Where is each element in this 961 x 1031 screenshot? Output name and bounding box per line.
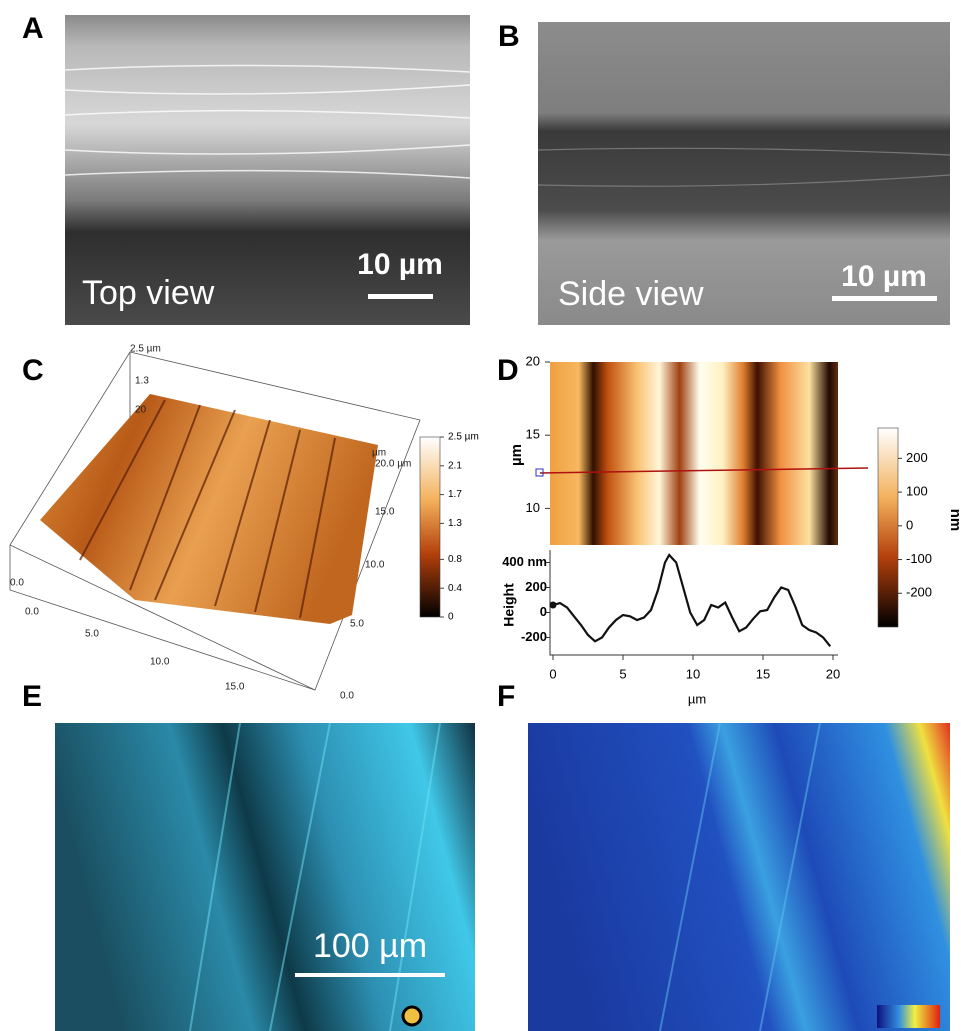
y-tick-label: 0 xyxy=(540,604,547,619)
x-label: 10.0 xyxy=(150,657,170,668)
profile-start xyxy=(550,602,557,609)
microscopy-image xyxy=(55,723,475,1031)
colorbar-tick-label: 2.1 xyxy=(448,460,462,471)
height-map xyxy=(550,362,838,545)
colorbar xyxy=(877,1005,940,1028)
y-tick-label: 200 xyxy=(525,579,547,594)
x-tick-label: 0 xyxy=(549,666,556,681)
panel-label: E xyxy=(22,680,42,713)
x-tick-label: 20 xyxy=(826,666,840,681)
colorbar-tick-label: 100 xyxy=(906,484,928,499)
panel-label: C xyxy=(22,354,44,387)
colorbar-tick-label: 0.4 xyxy=(448,583,462,594)
colorbar-tick-label: -200 xyxy=(906,585,932,600)
x-label: 5.0 xyxy=(85,629,99,640)
z-label: 20 xyxy=(135,405,147,416)
scale-bar-label: 10 µm xyxy=(357,248,443,281)
x-tick-label: 15 xyxy=(756,666,770,681)
panel-label: A xyxy=(22,12,44,45)
scale-bar xyxy=(832,296,937,301)
profile-chart: 0 5 10 15 20 400 nm 200 0 -200 Height µm xyxy=(501,550,841,706)
colorbar-tick-label: -100 xyxy=(906,551,932,566)
colorbar-tick-label: 1.3 xyxy=(448,518,462,529)
y-tick-label: 15 xyxy=(526,427,540,442)
y-axis-label: Height xyxy=(501,583,517,627)
y-unit: µm xyxy=(372,448,386,459)
colorbar-tick-label: 0 xyxy=(448,612,454,623)
microscopy-image xyxy=(528,723,950,1031)
y-label: 10.0 xyxy=(365,560,385,571)
y-tick-label: 400 nm xyxy=(502,554,547,569)
y-label: 0.0 xyxy=(340,691,354,702)
colorbar-tick-label: 0 xyxy=(906,517,913,532)
x-label: 0.0 xyxy=(25,607,39,618)
colorbar-tick-label: 0.8 xyxy=(448,554,462,565)
height-profile xyxy=(553,555,830,646)
scale-bar-label: 10 µm xyxy=(841,260,927,293)
y-tick-label: -200 xyxy=(521,629,547,644)
scale-bar-label: 100 µm xyxy=(313,927,427,965)
scale-bar xyxy=(295,973,445,977)
y-label: 5.0 xyxy=(350,619,364,630)
x-axis-label: µm xyxy=(688,691,706,706)
x-tick-label: 10 xyxy=(686,666,700,681)
y-label: 15.0 xyxy=(375,507,395,518)
colorbar xyxy=(420,437,440,617)
z-label: 0.0 xyxy=(10,578,24,589)
y-tick-label: 20 xyxy=(526,353,540,368)
z-label: 1.3 xyxy=(135,376,149,387)
color-wheel xyxy=(403,1007,421,1025)
colorbar xyxy=(878,428,898,627)
caption: Top view xyxy=(82,274,215,312)
colorbar-tick-label: 200 xyxy=(906,450,928,465)
x-tick-label: 5 xyxy=(619,666,626,681)
colorbar-tick-label: 1.7 xyxy=(448,489,462,500)
colorbar-tick-label: 2.5 µm xyxy=(448,432,479,443)
afm-surface xyxy=(40,394,378,624)
panel-label: F xyxy=(497,680,515,713)
scale-bar xyxy=(368,294,433,299)
x-label: 15.0 xyxy=(225,682,245,693)
colorbar-label: nm xyxy=(947,509,961,532)
figure: A Top view 10 µm B Side view 10 µm C 2.5… xyxy=(0,0,961,1031)
y-label: 20.0 µm xyxy=(375,459,411,470)
panel-label: B xyxy=(498,20,520,53)
map-ylabel: µm xyxy=(508,444,525,466)
z-label: 2.5 µm xyxy=(130,344,161,355)
y-tick-label: 10 xyxy=(526,500,540,515)
panel-label: D xyxy=(497,354,519,387)
caption: Side view xyxy=(558,275,704,313)
